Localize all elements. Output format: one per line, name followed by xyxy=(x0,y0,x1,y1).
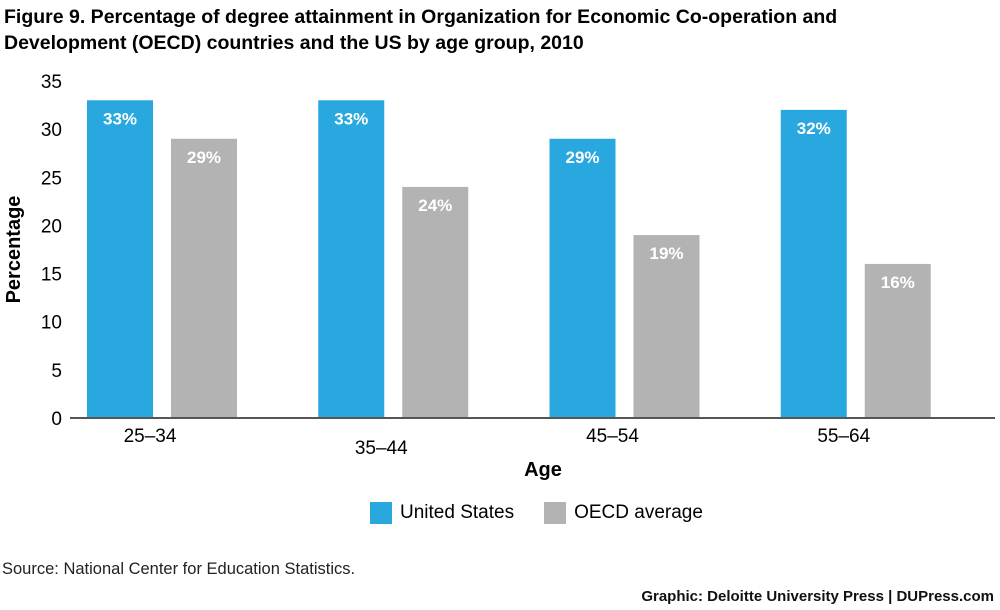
y-tick-label: 5 xyxy=(51,361,62,382)
graphic-credit: Graphic: Deloitte University Press | DUP… xyxy=(641,588,994,605)
bar-us-35–44 xyxy=(318,100,385,418)
bar-value-label: 29% xyxy=(187,148,221,167)
x-tick-label: 35–44 xyxy=(355,438,408,459)
legend-swatch-us xyxy=(370,502,392,524)
chart-legend: United States OECD average xyxy=(370,502,733,524)
x-axis-title: Age xyxy=(524,459,562,481)
y-tick-label: 35 xyxy=(41,72,62,93)
bar-oecd-45–54 xyxy=(633,235,700,418)
legend-label-us: United States xyxy=(400,502,515,523)
bar-value-label: 24% xyxy=(418,196,452,215)
bar-value-label: 19% xyxy=(649,244,683,263)
bar-value-label: 33% xyxy=(103,109,137,128)
x-tick-label: 45–54 xyxy=(586,426,639,447)
chart-title-line-1: Figure 9. Percentage of degree attainmen… xyxy=(4,6,838,28)
y-tick-label: 10 xyxy=(41,313,62,334)
y-tick-label: 25 xyxy=(41,168,62,189)
bar-value-label: 16% xyxy=(881,273,915,292)
y-tick-label: 0 xyxy=(51,409,62,430)
bar-oecd-35–44 xyxy=(402,186,469,418)
legend-item-united-states: United States xyxy=(370,502,514,524)
bar-us-25–34 xyxy=(87,100,153,418)
bar-us-55–64 xyxy=(780,109,847,418)
x-tick-label: 25–34 xyxy=(124,426,177,447)
legend-swatch-oecd xyxy=(544,502,567,524)
y-tick-label: 30 xyxy=(41,120,62,141)
bar-oecd-55–64 xyxy=(864,263,931,418)
bar-value-label: 29% xyxy=(565,148,599,167)
bar-us-45–54 xyxy=(549,138,616,418)
y-tick-label: 20 xyxy=(41,216,62,237)
source-note: Source: National Center for Education St… xyxy=(2,560,356,578)
bar-value-label: 32% xyxy=(797,119,831,138)
y-tick-label: 15 xyxy=(41,265,62,286)
legend-item-oecd-average: OECD average xyxy=(544,502,703,524)
bar-oecd-25–34 xyxy=(171,138,237,418)
y-axis-title: Percentage xyxy=(3,196,25,304)
bar-value-label: 33% xyxy=(334,109,368,128)
x-tick-label: 55–64 xyxy=(817,426,870,447)
legend-label-oecd: OECD average xyxy=(574,502,703,523)
chart-title-line-2: Development (OECD) countries and the US … xyxy=(4,32,584,54)
chart-title: Figure 9. Percentage of degree attainmen… xyxy=(4,4,964,56)
